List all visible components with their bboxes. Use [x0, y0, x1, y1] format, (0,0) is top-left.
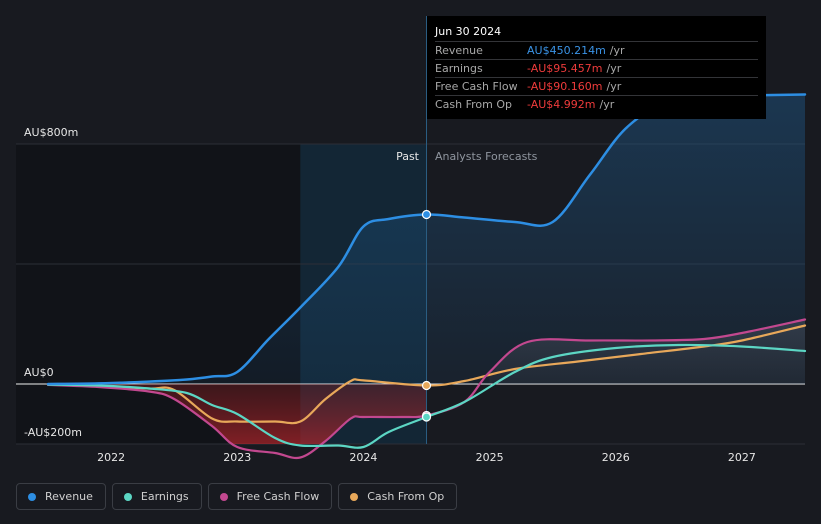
- y-axis-label-bottom: -AU$200m: [24, 426, 82, 439]
- series-line-revenue: [46, 92, 807, 386]
- legend-dot-icon: [350, 492, 359, 501]
- data-tooltip: Jun 30 2024 Revenue AU$450.214m /yr Earn…: [427, 16, 766, 119]
- present-marker-cash-from-op: [421, 380, 432, 391]
- x-tick-label: 2023: [223, 451, 251, 464]
- x-tick-label: 2024: [349, 451, 377, 464]
- present-marker-revenue: [421, 209, 432, 220]
- legend-dot-icon: [123, 492, 132, 501]
- tooltip-label: Earnings: [435, 62, 483, 75]
- x-tick-label: 2026: [602, 451, 630, 464]
- tooltip-row-cash-from-op: Cash From Op -AU$4.992m /yr: [435, 95, 758, 113]
- chart-legend: Revenue Earnings Free Cash Flow Cash Fro…: [16, 483, 458, 510]
- legend-label: Revenue: [45, 490, 93, 503]
- analysts-forecasts-label: Analysts Forecasts: [435, 150, 538, 163]
- tooltip-value: -AU$95.457m: [527, 62, 603, 75]
- tooltip-row-free-cash-flow: Free Cash Flow -AU$90.160m /yr: [435, 77, 758, 95]
- x-tick-label: 2022: [97, 451, 125, 464]
- x-axis-ticks: 2022 2023 2024 2025 2026 2027: [97, 451, 756, 464]
- y-axis-label-zero: AU$0: [24, 366, 54, 379]
- tooltip-row-revenue: Revenue AU$450.214m /yr: [435, 41, 758, 59]
- tooltip-unit: /yr: [606, 80, 622, 93]
- legend-item-cash-from-op[interactable]: Cash From Op: [338, 483, 458, 510]
- legend-item-earnings[interactable]: Earnings: [111, 483, 202, 510]
- forecast-area: [489, 319, 805, 384]
- legend-label: Cash From Op: [367, 490, 445, 503]
- x-tick-label: 2027: [728, 451, 756, 464]
- series-line-free-cash-flow: [46, 318, 807, 460]
- present-marker-earnings: [421, 412, 432, 422]
- present-markers: [421, 209, 432, 422]
- legend-dot-icon: [28, 492, 36, 501]
- tooltip-value: -AU$4.992m: [527, 98, 596, 111]
- tooltip-label: Revenue: [435, 44, 483, 57]
- tooltip-label: Cash From Op: [435, 98, 513, 111]
- tooltip-row-earnings: Earnings -AU$95.457m /yr: [435, 59, 758, 77]
- legend-item-revenue[interactable]: Revenue: [16, 483, 106, 510]
- series-lines: [46, 92, 807, 460]
- tooltip-unit: /yr: [609, 44, 625, 57]
- tooltip-value: -AU$90.160m: [527, 80, 603, 93]
- legend-label: Earnings: [140, 490, 189, 503]
- legend-dot-icon: [219, 492, 228, 501]
- y-axis-label-top: AU$800m: [24, 126, 78, 139]
- legend-item-free-cash-flow[interactable]: Free Cash Flow: [207, 483, 333, 510]
- tooltip-unit: /yr: [606, 62, 622, 75]
- x-tick-label: 2025: [476, 451, 504, 464]
- tooltip-label: Free Cash Flow: [435, 80, 518, 93]
- series-line-earnings: [46, 343, 807, 449]
- legend-label: Free Cash Flow: [236, 490, 320, 503]
- tooltip-unit: /yr: [599, 98, 615, 111]
- tooltip-date: Jun 30 2024: [435, 25, 502, 38]
- past-label: Past: [396, 150, 420, 163]
- tooltip-value: AU$450.214m: [527, 44, 606, 57]
